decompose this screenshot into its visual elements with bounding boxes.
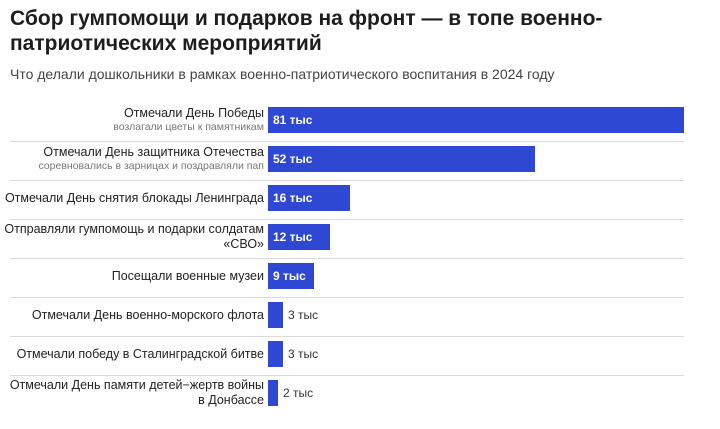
bar	[268, 302, 283, 328]
category-label: Отмечали День Победы возлагали цветы к па…	[4, 106, 264, 134]
chart-subtitle: Что делали дошкольники в рамках военно-п…	[10, 66, 555, 82]
bar	[268, 380, 278, 406]
category-label-text: Отмечали День военно-морского флота	[31, 307, 264, 322]
row-separator	[10, 258, 684, 259]
value-label: 3 тыс	[288, 308, 319, 322]
category-label: Отправляли гумпомощь и подарки солдатам …	[4, 222, 264, 252]
row-separator	[10, 375, 684, 376]
chart-title: Сбор гумпомощи и подарков на фронт — в т…	[10, 7, 603, 55]
value-label: 3 тыс	[288, 347, 319, 361]
value-label: 52 тыс	[273, 152, 313, 166]
category-label-text: Отмечали День снятия блокады Ленинграда	[4, 190, 264, 205]
row-separator	[10, 141, 684, 142]
category-label: Отмечали День снятия блокады Ленинграда	[4, 191, 264, 206]
row-separator	[10, 219, 684, 220]
category-label: Отмечали День защитника Отечества соревно…	[4, 145, 264, 173]
row-separator	[10, 180, 684, 181]
bar	[268, 263, 314, 289]
bar	[268, 185, 350, 211]
bar	[268, 146, 535, 172]
category-label-text: Отмечали День Победы	[123, 106, 264, 120]
value-label: 9 тыс	[273, 269, 306, 283]
category-label-text: Посещали военные музеи	[111, 268, 264, 283]
category-label: Посещали военные музеи	[4, 269, 264, 284]
value-label: 2 тыс	[283, 386, 314, 400]
bar-chart: Отмечали День Победы возлагали цветы к па…	[0, 106, 720, 429]
bar	[268, 341, 283, 367]
value-label: 12 тыс	[273, 230, 313, 244]
row-separator	[10, 297, 684, 298]
category-sublabel: соревновались в зарницах и поздравляли п…	[38, 160, 264, 172]
category-label-text: Отмечали победу в Сталинградской битве	[16, 346, 264, 361]
category-label: Отмечали День военно-морского флота	[4, 308, 264, 323]
category-label: Отмечали победу в Сталинградской битве	[4, 347, 264, 362]
bar	[268, 107, 684, 133]
value-label: 16 тыс	[273, 191, 313, 205]
value-label: 81 тыс	[273, 113, 313, 127]
category-label-text: Отправляли гумпомощь и подарки солдатам …	[4, 222, 264, 251]
row-separator	[10, 336, 684, 337]
bar	[268, 224, 330, 250]
category-label: Отмечали День памяти детей−жертв войны в…	[4, 378, 264, 408]
category-label-text: Отмечали День защитника Отечества	[43, 145, 264, 159]
category-sublabel: возлагали цветы к памятникам	[113, 121, 264, 133]
category-label-text: Отмечали День памяти детей−жертв войны в…	[9, 378, 264, 407]
